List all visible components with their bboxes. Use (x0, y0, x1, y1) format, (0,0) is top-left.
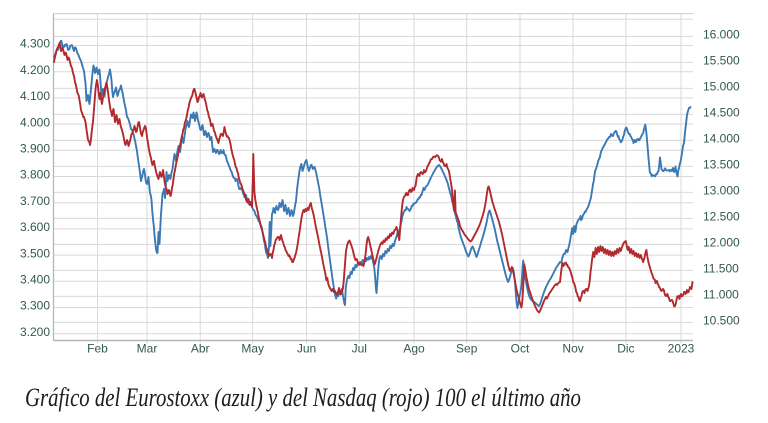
svg-text:Jun: Jun (297, 342, 316, 356)
svg-text:13.000: 13.000 (703, 184, 740, 198)
svg-text:Nov: Nov (562, 342, 583, 356)
svg-text:15.500: 15.500 (703, 54, 740, 68)
svg-text:Oct: Oct (511, 342, 530, 356)
svg-text:12.000: 12.000 (703, 236, 740, 250)
svg-text:3.300: 3.300 (20, 299, 50, 313)
svg-text:4.300: 4.300 (20, 37, 50, 51)
svg-text:16.000: 16.000 (703, 28, 740, 42)
svg-text:3.500: 3.500 (20, 246, 50, 260)
svg-text:3.400: 3.400 (20, 273, 50, 287)
svg-text:Jul: Jul (352, 342, 367, 356)
svg-text:3.600: 3.600 (20, 220, 50, 234)
svg-text:2023: 2023 (668, 342, 695, 356)
svg-text:Mar: Mar (137, 342, 158, 356)
svg-text:Feb: Feb (87, 342, 108, 356)
svg-text:May: May (241, 342, 264, 356)
svg-text:4.000: 4.000 (20, 115, 50, 129)
svg-text:15.000: 15.000 (703, 80, 740, 94)
svg-text:12.500: 12.500 (703, 210, 740, 224)
svg-text:13.500: 13.500 (703, 158, 740, 172)
svg-text:10.500: 10.500 (703, 314, 740, 328)
svg-text:11.000: 11.000 (703, 288, 739, 302)
svg-text:Ago: Ago (403, 342, 425, 356)
svg-text:4.100: 4.100 (20, 89, 50, 103)
svg-text:Dic: Dic (617, 342, 634, 356)
svg-text:3.900: 3.900 (20, 142, 50, 156)
svg-text:Abr: Abr (191, 342, 210, 356)
svg-text:3.800: 3.800 (20, 168, 50, 182)
svg-text:Sep: Sep (456, 342, 478, 356)
svg-text:11.500: 11.500 (703, 262, 739, 276)
svg-text:3.700: 3.700 (20, 194, 50, 208)
svg-text:14.500: 14.500 (703, 106, 740, 120)
svg-text:3.200: 3.200 (20, 325, 50, 339)
svg-text:4.200: 4.200 (20, 63, 50, 77)
svg-text:14.000: 14.000 (703, 132, 740, 146)
